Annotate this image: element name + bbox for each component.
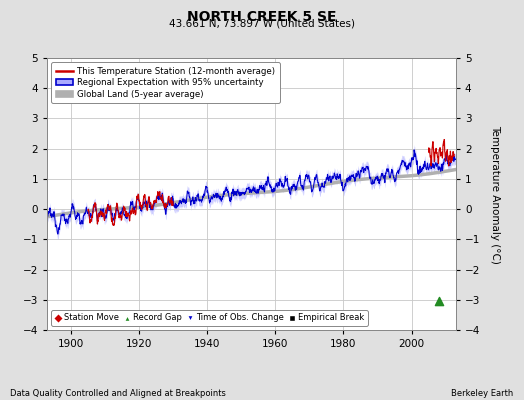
Text: NORTH CREEK 5 SE: NORTH CREEK 5 SE xyxy=(187,10,337,24)
Text: 43.661 N, 73.897 W (United States): 43.661 N, 73.897 W (United States) xyxy=(169,18,355,28)
Text: Berkeley Earth: Berkeley Earth xyxy=(451,389,514,398)
Y-axis label: Temperature Anomaly (°C): Temperature Anomaly (°C) xyxy=(490,124,500,264)
Point xyxy=(434,298,443,304)
Legend: Station Move, Record Gap, Time of Obs. Change, Empirical Break: Station Move, Record Gap, Time of Obs. C… xyxy=(51,310,368,326)
Text: Data Quality Controlled and Aligned at Breakpoints: Data Quality Controlled and Aligned at B… xyxy=(10,389,226,398)
